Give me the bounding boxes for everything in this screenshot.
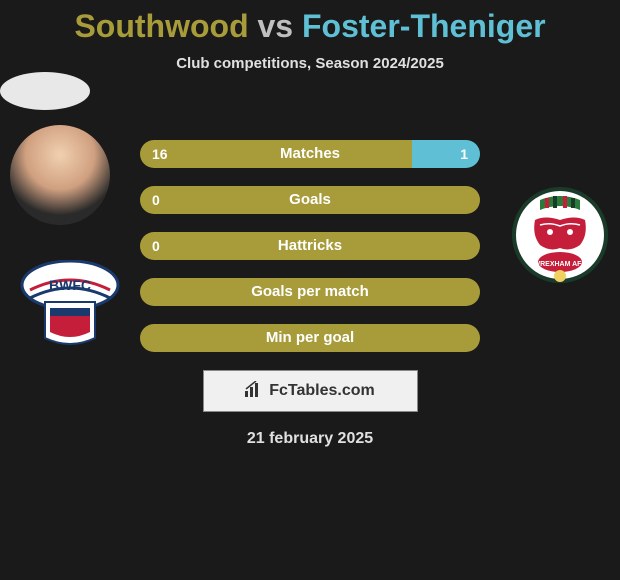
subtitle: Club competitions, Season 2024/2025 (0, 55, 620, 72)
stat-label: Goals per match (140, 278, 480, 306)
vs-text: vs (258, 8, 294, 44)
stats-area: 16 Matches 1 0 Goals 0 Hattricks Goals p… (0, 140, 620, 448)
player1-name: Southwood (74, 8, 248, 44)
stat-row-matches: 16 Matches 1 (140, 140, 480, 168)
fctables-badge: FcTables.com (203, 370, 418, 412)
comparison-infographic: Southwood vs Foster-Theniger Club compet… (0, 0, 620, 580)
stat-label: Goals (140, 186, 480, 214)
stat-label: Min per goal (140, 324, 480, 352)
page-title: Southwood vs Foster-Theniger (0, 0, 620, 45)
stat-row-goals: 0 Goals (140, 186, 480, 214)
date-text: 21 february 2025 (0, 430, 620, 448)
stat-value-right: 1 (460, 140, 468, 168)
stat-row-hattricks: 0 Hattricks (140, 232, 480, 260)
player2-avatar (0, 72, 90, 110)
player2-name: Foster-Theniger (302, 8, 546, 44)
stat-label: Matches (140, 140, 480, 168)
badge-label: FcTables.com (269, 382, 375, 400)
stat-row-min-per-goal: Min per goal (140, 324, 480, 352)
stat-label: Hattricks (140, 232, 480, 260)
stat-row-goals-per-match: Goals per match (140, 278, 480, 306)
chart-icon (245, 381, 263, 402)
